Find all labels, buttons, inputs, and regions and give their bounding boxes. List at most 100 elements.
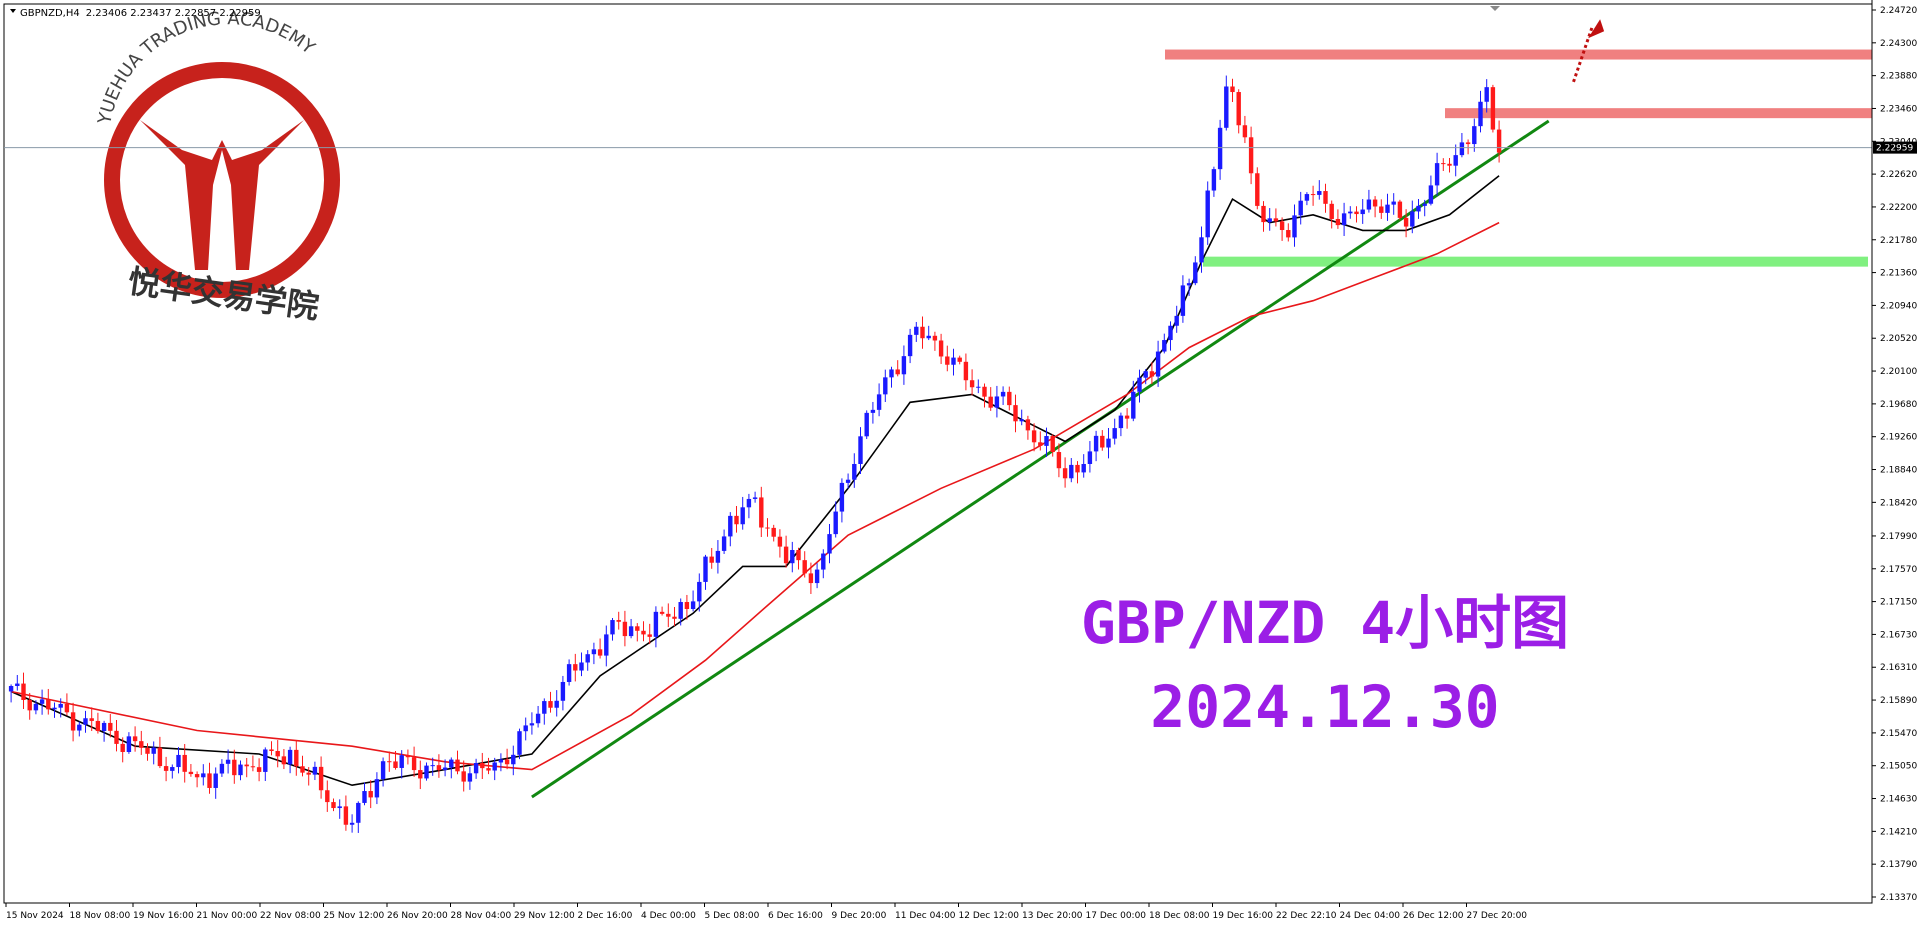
x-tick-label: 26 Nov 20:00 (387, 911, 448, 921)
scroll-marker-icon[interactable] (1490, 6, 1500, 11)
candle-bearish (957, 357, 962, 362)
candle-bearish (771, 527, 776, 537)
candle-bearish (256, 767, 262, 772)
candle-bearish (108, 722, 113, 731)
candle-bearish (1465, 142, 1471, 145)
candle-bullish (263, 749, 268, 772)
candle-bullish (653, 611, 659, 637)
candle-bearish (405, 755, 411, 758)
candle-bullish (151, 747, 156, 754)
candle-bullish (1143, 371, 1148, 378)
candle-bullish (1416, 205, 1421, 212)
candle-bullish (901, 356, 907, 375)
y-tick-label: 2.17150 (1880, 598, 1917, 608)
candle-bullish (77, 724, 82, 731)
candle-bearish (1354, 211, 1359, 215)
candle-bearish (659, 611, 665, 614)
candle-bullish (560, 681, 566, 701)
candle-bullish (610, 620, 615, 635)
logo-ring (104, 62, 340, 298)
candle-bullish (1478, 101, 1483, 127)
candle-bullish (1155, 351, 1161, 377)
target-arrow-line (1572, 26, 1594, 83)
candle-bullish (126, 736, 132, 752)
candle-bullish (1385, 204, 1390, 213)
current-price-tag (1873, 141, 1917, 154)
y-tick-label: 2.13370 (1880, 893, 1917, 903)
candle-bearish (932, 335, 938, 341)
candle-bullish (814, 569, 820, 584)
x-tick-label: 6 Dec 16:00 (768, 911, 823, 921)
candle-bullish (1298, 200, 1303, 216)
x-tick-label: 18 Nov 08:00 (70, 911, 131, 921)
candle-bullish (176, 754, 181, 768)
y-tick-label: 2.23040 (1880, 137, 1917, 147)
y-tick-label: 2.20100 (1880, 367, 1917, 377)
zones-layer (1165, 49, 1872, 267)
candle-bullish (1186, 283, 1192, 286)
candle-bullish (542, 701, 547, 714)
candle-bearish (672, 616, 677, 619)
candle-bullish (170, 767, 175, 771)
candle-bullish (1093, 435, 1099, 452)
x-tick-label: 17 Dec 00:00 (1086, 911, 1147, 921)
candle-bearish (1149, 371, 1155, 377)
candle-bullish (845, 479, 851, 483)
y-tick-label: 2.19680 (1880, 400, 1917, 410)
candle-bullish (907, 334, 913, 357)
candle-bearish (436, 765, 442, 771)
candle-bullish (566, 664, 572, 682)
candle-bearish (46, 699, 51, 710)
candle-bearish (250, 766, 256, 768)
candle-bullish (535, 713, 541, 724)
candle-bullish (883, 377, 888, 395)
x-tick-label: 15 Nov 2024 (6, 911, 64, 921)
candle-bearish (920, 326, 925, 339)
candle-bearish (666, 613, 671, 617)
candle-bullish (1292, 215, 1297, 238)
candle-bearish (1335, 218, 1341, 226)
candle-bearish (486, 768, 491, 771)
candle-bearish (480, 763, 485, 769)
candle-bullish (1224, 86, 1229, 128)
candle-bullish (1087, 451, 1093, 464)
candle-bullish (1434, 163, 1440, 186)
candle-bearish (275, 750, 280, 757)
candle-bearish (573, 664, 578, 671)
support-zone (1203, 256, 1868, 267)
x-tick-label: 22 Nov 08:00 (260, 911, 321, 921)
candle-bearish (1273, 218, 1279, 222)
candle-bearish (1242, 125, 1248, 138)
candle-bearish (27, 699, 32, 711)
candle-bullish (33, 703, 39, 711)
candle-bullish (473, 763, 479, 774)
candle-bearish (1490, 87, 1496, 130)
candle-bullish (424, 765, 429, 779)
candles-layer (8, 75, 1502, 833)
candle-bearish (597, 649, 603, 656)
candle-bearish (95, 720, 101, 732)
x-tick-label: 21 Nov 00:00 (197, 911, 258, 921)
candle-bullish (976, 386, 981, 388)
candle-bearish (1100, 435, 1105, 448)
candle-bullish (1081, 463, 1086, 473)
x-tick-label: 29 Nov 12:00 (514, 911, 575, 921)
overlay-date: 2024.12.30 (1150, 673, 1499, 741)
y-tick-label: 2.15890 (1880, 696, 1917, 706)
candle-bullish (554, 700, 559, 708)
candle-bearish (1279, 221, 1285, 231)
candle-bullish (523, 725, 528, 732)
candle-bullish (337, 806, 342, 809)
candle-bullish (442, 767, 448, 771)
candle-bearish (1031, 430, 1037, 443)
candle-bullish (517, 731, 522, 755)
candle-bullish (1267, 218, 1272, 223)
x-tick-label: 27 Dec 20:00 (1467, 911, 1528, 921)
candle-bullish (864, 412, 869, 437)
candle-bearish (1255, 173, 1260, 206)
candle-bearish (331, 802, 336, 809)
candle-bullish (821, 553, 826, 570)
x-tick-label: 28 Nov 04:00 (451, 911, 512, 921)
